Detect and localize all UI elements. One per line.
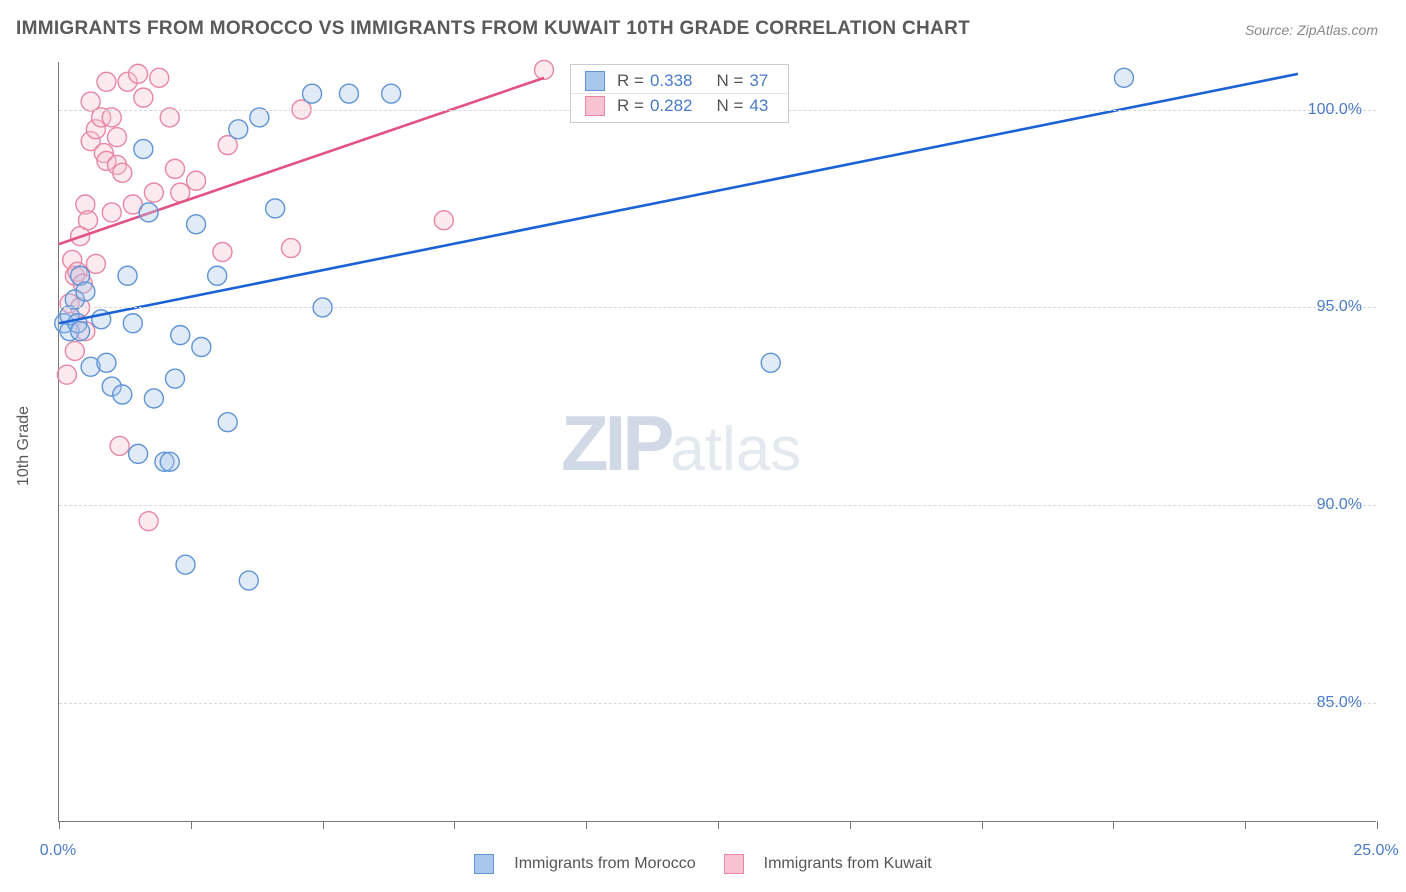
legend-row-morocco: R = 0.338 N = 37 bbox=[571, 69, 788, 93]
data-point bbox=[150, 68, 169, 87]
legend-label-morocco: Immigrants from Morocco bbox=[514, 855, 695, 873]
data-point bbox=[250, 108, 269, 127]
data-point bbox=[110, 436, 129, 455]
data-point bbox=[382, 84, 401, 103]
data-point bbox=[134, 88, 153, 107]
data-point bbox=[1114, 68, 1133, 87]
y-tick-label: 95.0% bbox=[1317, 298, 1362, 316]
y-tick-label: 90.0% bbox=[1317, 496, 1362, 514]
data-point bbox=[65, 341, 84, 360]
grid-line bbox=[59, 307, 1376, 308]
data-point bbox=[187, 171, 206, 190]
data-point bbox=[102, 108, 121, 127]
n-label: N = bbox=[716, 71, 743, 91]
swatch-kuwait bbox=[585, 96, 605, 116]
legend-item-morocco: Immigrants from Morocco bbox=[474, 854, 695, 874]
data-point bbox=[165, 369, 184, 388]
data-point bbox=[139, 512, 158, 531]
data-point bbox=[229, 120, 248, 139]
data-point bbox=[139, 203, 158, 222]
legend-item-kuwait: Immigrants from Kuwait bbox=[724, 854, 932, 874]
x-tick bbox=[850, 821, 851, 829]
grid-line bbox=[59, 505, 1376, 506]
data-point bbox=[303, 84, 322, 103]
swatch-morocco bbox=[474, 854, 494, 874]
chart-container: IMMIGRANTS FROM MOROCCO VS IMMIGRANTS FR… bbox=[0, 0, 1406, 892]
data-point bbox=[97, 353, 116, 372]
data-point bbox=[123, 314, 142, 333]
data-point bbox=[176, 555, 195, 574]
x-tick bbox=[1377, 821, 1378, 829]
n-value-morocco: 37 bbox=[749, 71, 768, 91]
swatch-kuwait bbox=[724, 854, 744, 874]
data-point bbox=[76, 282, 95, 301]
data-point bbox=[218, 413, 237, 432]
data-point bbox=[113, 163, 132, 182]
x-tick bbox=[191, 821, 192, 829]
data-point bbox=[97, 72, 116, 91]
grid-line bbox=[59, 703, 1376, 704]
data-point bbox=[208, 266, 227, 285]
data-point bbox=[113, 385, 132, 404]
data-point bbox=[187, 215, 206, 234]
data-point bbox=[266, 199, 285, 218]
data-point bbox=[129, 444, 148, 463]
r-label: R = bbox=[617, 96, 644, 116]
legend-row-kuwait: R = 0.282 N = 43 bbox=[571, 93, 788, 118]
data-point bbox=[761, 353, 780, 372]
data-point bbox=[434, 211, 453, 230]
x-tick bbox=[718, 821, 719, 829]
data-point bbox=[535, 60, 554, 79]
data-point bbox=[339, 84, 358, 103]
data-point bbox=[134, 140, 153, 159]
data-point bbox=[213, 243, 232, 262]
data-point bbox=[144, 183, 163, 202]
n-value-kuwait: 43 bbox=[749, 96, 768, 116]
series-legend: Immigrants from Morocco Immigrants from … bbox=[0, 854, 1406, 874]
data-point bbox=[107, 128, 126, 147]
source-attribution: Source: ZipAtlas.com bbox=[1245, 22, 1378, 38]
x-tick-label: 25.0% bbox=[1353, 842, 1398, 860]
plot-area: ZIPatlas 85.0%90.0%95.0%100.0% bbox=[58, 62, 1376, 822]
x-tick bbox=[982, 821, 983, 829]
x-tick bbox=[59, 821, 60, 829]
x-tick bbox=[454, 821, 455, 829]
x-tick bbox=[1245, 821, 1246, 829]
data-point bbox=[57, 365, 76, 384]
data-point bbox=[86, 254, 105, 273]
x-tick bbox=[323, 821, 324, 829]
data-point bbox=[160, 452, 179, 471]
data-point bbox=[129, 64, 148, 83]
data-point bbox=[281, 239, 300, 258]
scatter-svg bbox=[59, 62, 1377, 822]
r-value-kuwait: 0.282 bbox=[650, 96, 693, 116]
legend-label-kuwait: Immigrants from Kuwait bbox=[764, 855, 932, 873]
x-tick bbox=[1113, 821, 1114, 829]
x-tick bbox=[586, 821, 587, 829]
data-point bbox=[78, 211, 97, 230]
swatch-morocco bbox=[585, 71, 605, 91]
r-value-morocco: 0.338 bbox=[650, 71, 693, 91]
data-point bbox=[171, 326, 190, 345]
y-tick-label: 100.0% bbox=[1308, 101, 1362, 119]
correlation-legend: R = 0.338 N = 37 R = 0.282 N = 43 bbox=[570, 64, 789, 123]
data-point bbox=[71, 322, 90, 341]
data-point bbox=[144, 389, 163, 408]
data-point bbox=[160, 108, 179, 127]
data-point bbox=[239, 571, 258, 590]
y-tick-label: 85.0% bbox=[1317, 694, 1362, 712]
y-axis-label: 10th Grade bbox=[15, 406, 33, 486]
chart-title: IMMIGRANTS FROM MOROCCO VS IMMIGRANTS FR… bbox=[16, 18, 970, 40]
n-label: N = bbox=[716, 96, 743, 116]
x-tick-label: 0.0% bbox=[40, 842, 76, 860]
data-point bbox=[102, 203, 121, 222]
r-label: R = bbox=[617, 71, 644, 91]
data-point bbox=[118, 266, 137, 285]
data-point bbox=[165, 159, 184, 178]
data-point bbox=[192, 338, 211, 357]
